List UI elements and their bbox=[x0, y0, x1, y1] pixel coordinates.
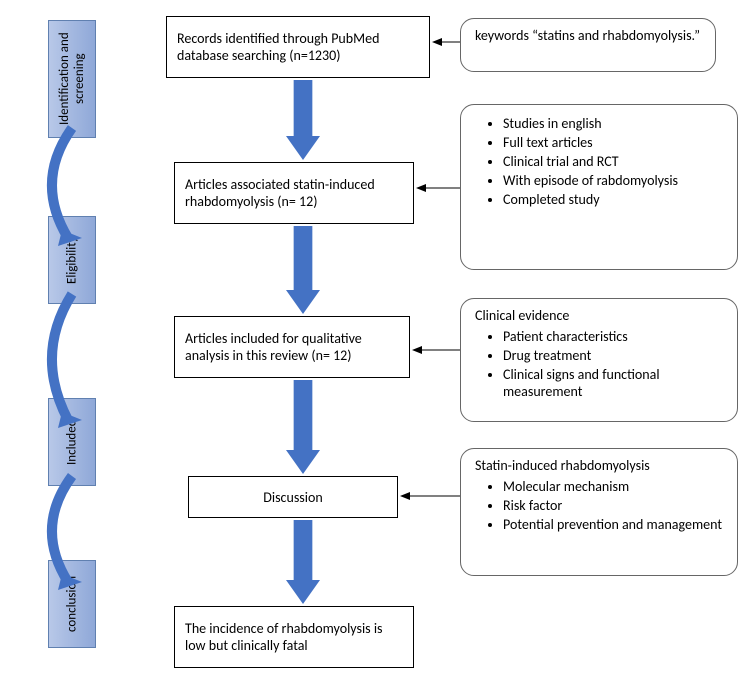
sidebox-plain: keywords “statins and rhabdomyolysis.” bbox=[475, 27, 701, 44]
sidebox-list: Molecular mechanism Risk factor Potential … bbox=[475, 478, 723, 533]
curve-arrow-2 bbox=[28, 290, 88, 434]
curve-arrow-1 bbox=[28, 124, 88, 252]
down-arrow-3 bbox=[276, 380, 330, 476]
sidebox-item: Clinical trial and RCT bbox=[503, 153, 723, 170]
sidebox-item: Molecular mechanism bbox=[503, 478, 723, 495]
h-arrow-4 bbox=[398, 489, 462, 503]
side-evidence: Clinical evidence Patient characteristics… bbox=[460, 298, 738, 422]
box-records: Records identified through PubMed databa… bbox=[166, 16, 430, 78]
side-keywords: keywords “statins and rhabdomyolysis.” bbox=[460, 18, 716, 72]
sidebox-item: Completed study bbox=[503, 191, 723, 208]
down-arrow-1 bbox=[276, 80, 330, 162]
box-text: Records identified through PubMed databa… bbox=[177, 30, 419, 64]
down-arrow-4 bbox=[276, 520, 330, 606]
box-discussion: Discussion bbox=[188, 476, 398, 518]
side-statin: Statin-induced rhabdomyolysis Molecular m… bbox=[460, 448, 738, 576]
box-text: Articles associated statin-induced rhabd… bbox=[185, 176, 403, 210]
sidebox-item: Patient characteristics bbox=[503, 328, 723, 345]
h-arrow-2 bbox=[414, 181, 462, 195]
h-arrow-3 bbox=[410, 343, 462, 357]
sidebox-item: Drug treatment bbox=[503, 347, 723, 364]
h-arrow-1 bbox=[430, 35, 462, 49]
sidebox-title: Clinical evidence bbox=[475, 307, 723, 324]
box-articles: Articles associated statin-induced rhabd… bbox=[174, 162, 414, 224]
curve-arrow-3 bbox=[28, 472, 88, 596]
box-text: Articles included for qualitative analys… bbox=[185, 330, 399, 364]
sidebox-list: Patient characteristics Drug treatment Cli… bbox=[475, 328, 723, 400]
box-incidence: The incidence of rhabdomyolysis is low b… bbox=[174, 606, 414, 668]
side-criteria: Studies in english Full text articles Clin… bbox=[460, 104, 738, 270]
sidebox-item: Studies in english bbox=[503, 115, 723, 132]
sidebox-list: Studies in english Full text articles Clin… bbox=[475, 115, 723, 208]
sidebox-item: With episode of rabdomyolysis bbox=[503, 172, 723, 189]
box-qualitative: Articles included for qualitative analys… bbox=[174, 316, 410, 378]
sidebox-item: Clinical signs and functional measuremen… bbox=[503, 366, 723, 400]
sidebox-item: Risk factor bbox=[503, 497, 723, 514]
down-arrow-2 bbox=[276, 226, 330, 316]
box-text: The incidence of rhabdomyolysis is low b… bbox=[185, 620, 403, 654]
sidebox-item: Full text articles bbox=[503, 134, 723, 151]
sidebox-title: Statin-induced rhabdomyolysis bbox=[475, 457, 723, 474]
sidebox-item: Potential prevention and management bbox=[503, 516, 723, 533]
stage-label-text: Identification andscreening bbox=[57, 33, 87, 126]
stage-identification: Identification andscreening bbox=[48, 20, 96, 138]
box-text: Discussion bbox=[263, 489, 322, 506]
